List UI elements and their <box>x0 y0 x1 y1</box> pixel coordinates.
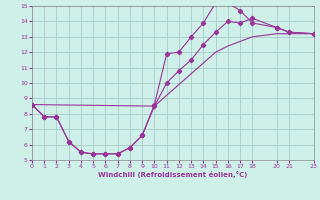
X-axis label: Windchill (Refroidissement éolien,°C): Windchill (Refroidissement éolien,°C) <box>98 171 247 178</box>
